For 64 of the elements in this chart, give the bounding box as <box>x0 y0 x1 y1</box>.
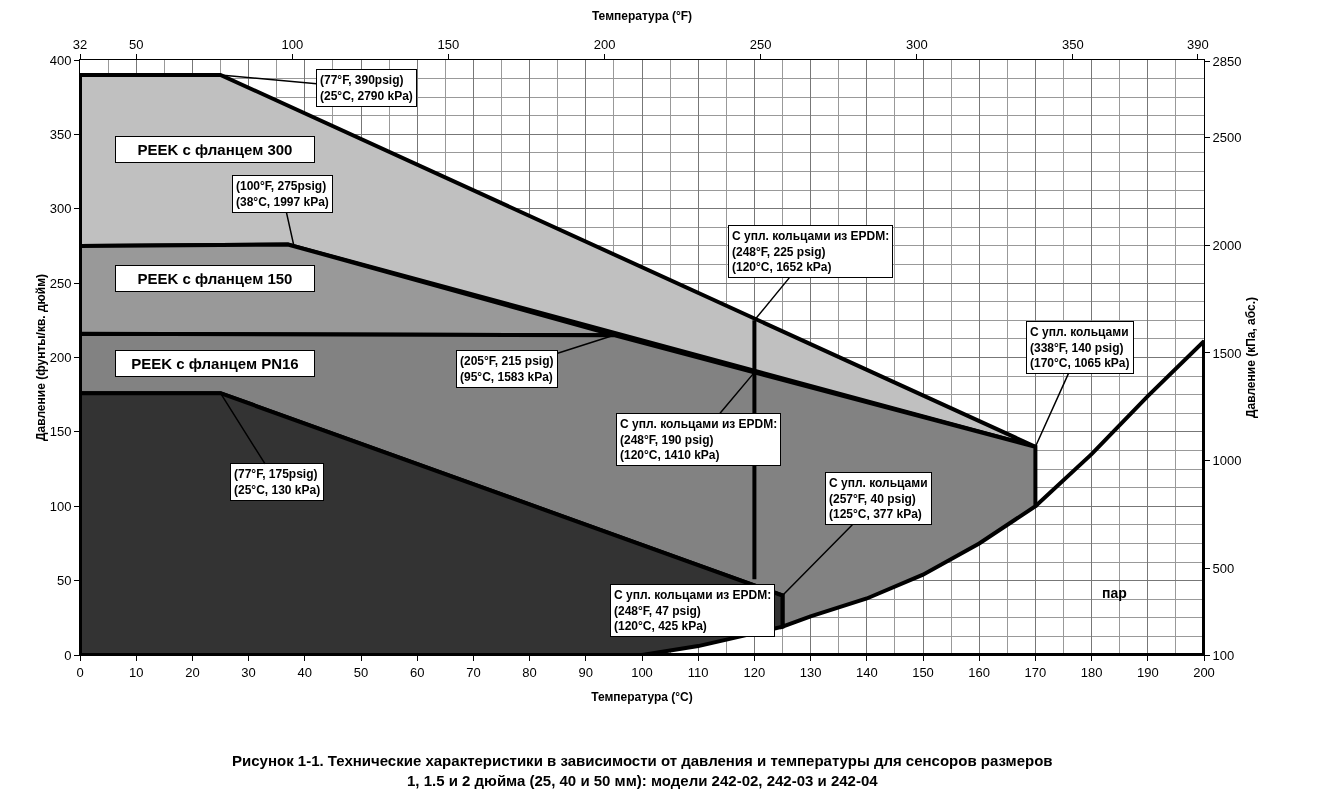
x-tick-label: 70 <box>466 664 481 680</box>
y-tick-label: 200 <box>49 350 72 366</box>
annotation: С упл. кольцами (257°F, 40 psig) (125°C, 377 kPa) <box>829 476 928 522</box>
x2-tick-label: 150 <box>437 36 460 52</box>
x-tick-label: 50 <box>353 664 369 680</box>
x2-tick-label: 250 <box>749 36 772 52</box>
y-tick-label: 50 <box>56 573 72 589</box>
x-tick-label: 10 <box>128 664 144 680</box>
annotation: С упл. кольцами из EPDM: (248°F, 225 psig) (120°C, 1652 kPa) <box>732 229 890 275</box>
x-tick-label: 200 <box>1193 664 1215 680</box>
y2-tick-label: 2850 <box>1212 54 1242 70</box>
annotation: С упл. кольцами (338°F, 140 psig) (170°C, 1065 kPa) <box>1030 325 1130 371</box>
x-tick-label: 60 <box>409 664 425 680</box>
text: Рисунок 1-1. Технические характеристики в зависимости от давления и температуры для сенсоров размеров 1, 1.5 и 2 дюйма (25, 40 и 50 мм): модели 242-02, 242-03 и 242-04 <box>232 752 1053 789</box>
annotation: С упл. кольцами из EPDM: (248°F, 47 psig) (120°C, 425 kPa) <box>614 588 772 634</box>
x-tick-label: 180 <box>1080 664 1103 680</box>
y-tick-label: 350 <box>49 126 72 142</box>
x2-tick-label: 200 <box>593 36 616 52</box>
x-tick-label: 90 <box>578 664 594 680</box>
x2-tick-label: 50 <box>128 36 144 52</box>
annotation: (77°F, 390psig) (25°C, 2790 kPa) <box>320 73 413 103</box>
x-tick-label: 30 <box>241 664 256 680</box>
y-tick-label: 250 <box>49 275 72 291</box>
y-axis-title: Давление (фунты/кв. дюйм) <box>33 273 48 442</box>
x2-tick-label: 100 <box>281 36 304 52</box>
annotation: С упл. кольцами из EPDM: (248°F, 190 psig) (120°C, 1410 kPa) <box>620 417 778 463</box>
annotation: (205°F, 215 psig) (95°C, 1583 kPa) <box>460 354 554 384</box>
y2-tick-label: 2500 <box>1212 129 1242 145</box>
x-tick-label: 140 <box>855 664 878 680</box>
x-tick-label: 0 <box>76 664 84 680</box>
y-tick-label: 0 <box>64 647 72 663</box>
series-label: PEEK с фланцем PN16 <box>131 355 299 372</box>
x-tick-label: 110 <box>687 664 709 680</box>
x-tick-label: 130 <box>799 664 822 680</box>
y2-tick-label: 500 <box>1212 561 1235 577</box>
x-tick-label: 190 <box>1136 664 1159 680</box>
y-tick-label: 150 <box>49 424 72 440</box>
x-tick-label: 170 <box>1024 664 1047 680</box>
y2-tick-label: 1500 <box>1212 345 1242 361</box>
y-tick-label: 400 <box>49 52 72 68</box>
x-axis-title: Температура (°C) <box>591 690 693 704</box>
x-tick-label: 150 <box>912 664 934 680</box>
y2-tick-label: 100 <box>1212 647 1235 663</box>
y-tick-label: 100 <box>49 498 72 514</box>
annotation: пар <box>1102 585 1127 601</box>
x2-tick-label: 32 <box>72 36 88 52</box>
y2-axis-title: Давление (кПа, абс.) <box>1243 296 1258 419</box>
y2-tick-label: 1000 <box>1212 453 1242 469</box>
x-tick-label: 40 <box>297 664 313 680</box>
annotation: (100°F, 275psig) (38°C, 1997 kPa) <box>236 179 329 209</box>
series-label: PEEK с фланцем 300 <box>137 141 293 158</box>
x-tick-label: 100 <box>631 664 653 680</box>
y2-tick-label: 2000 <box>1212 237 1242 253</box>
y-tick-label: 300 <box>49 201 72 217</box>
x-tick-label: 20 <box>185 664 200 680</box>
x-tick-label: 160 <box>968 664 991 680</box>
x-tick-label: 80 <box>522 664 537 680</box>
series-label: PEEK с фланцем 150 <box>137 270 293 287</box>
x2-tick-label: 350 <box>1062 36 1084 52</box>
x2-axis-title: Температура (°F) <box>591 9 693 23</box>
x-tick-label: 120 <box>743 664 766 680</box>
x2-tick-label: 390 <box>1186 36 1209 52</box>
x2-tick-label: 300 <box>905 36 928 52</box>
annotation: (77°F, 175psig) (25°C, 130 kPa) <box>234 467 321 497</box>
